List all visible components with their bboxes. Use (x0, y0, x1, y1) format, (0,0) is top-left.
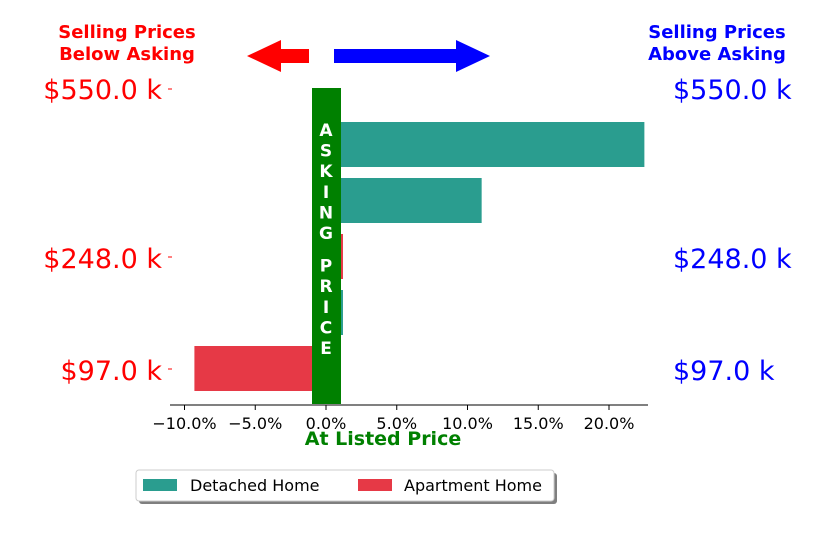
banner-letter-1: S (320, 142, 332, 162)
legend-box (135, 469, 555, 502)
bar-apartment-4 (194, 346, 326, 391)
legend: Detached Home Apartment Home (135, 469, 557, 504)
bars-group (194, 122, 645, 391)
right-arrow-icon (334, 40, 490, 72)
bar-detached-1 (326, 178, 482, 223)
banner-letter-9: I (323, 298, 329, 318)
banner-letter-3: I (323, 183, 329, 203)
header-right-line2: Above Asking (648, 44, 786, 65)
price-label-right-top: $550.0 k (673, 75, 792, 106)
legend-swatch-apartment (358, 479, 392, 491)
header-right-line1: Selling Prices (648, 22, 785, 43)
x-tick-label-4: 10.0% (442, 414, 493, 433)
banner-letter-10: C (320, 318, 332, 338)
price-label-right-mid: $248.0 k (673, 244, 792, 275)
left-arrow-icon (247, 40, 309, 72)
legend-label-detached: Detached Home (190, 476, 320, 495)
price-label-left-top: $550.0 k (43, 75, 162, 106)
banner-letter-2: K (319, 162, 333, 182)
legend-swatch-detached (143, 479, 177, 491)
x-ticks-group: −10.0% −5.0% 0.0% 5.0% 10.0% 15.0% 20.0% (152, 405, 634, 433)
banner-letter-0: A (319, 121, 333, 141)
header-left-line2: Below Asking (59, 44, 195, 65)
banner-letter-11: E (320, 339, 332, 359)
banner-letter-5: G (319, 224, 333, 244)
x-tick-label-3: 5.0% (376, 414, 417, 433)
x-axis-label: At Listed Price (305, 428, 461, 450)
x-tick-label-6: 20.0% (584, 414, 635, 433)
price-label-right-bottom: $97.0 k (673, 356, 775, 387)
price-label-left-bottom: $97.0 k (60, 356, 162, 387)
bar-detached-0 (326, 122, 645, 167)
banner-letter-4: N (319, 203, 333, 223)
legend-label-apartment: Apartment Home (404, 476, 542, 495)
x-tick-label-0: −10.0% (152, 414, 216, 433)
price-label-left-mid: $248.0 k (43, 244, 162, 275)
banner-letter-7: P (320, 257, 332, 277)
x-tick-label-2: 0.0% (306, 414, 347, 433)
asking-price-banner (312, 88, 341, 404)
x-tick-label-5: 15.0% (513, 414, 564, 433)
x-tick-label-1: −5.0% (228, 414, 282, 433)
banner-letter-8: R (319, 277, 332, 297)
header-left-line1: Selling Prices (58, 22, 195, 43)
